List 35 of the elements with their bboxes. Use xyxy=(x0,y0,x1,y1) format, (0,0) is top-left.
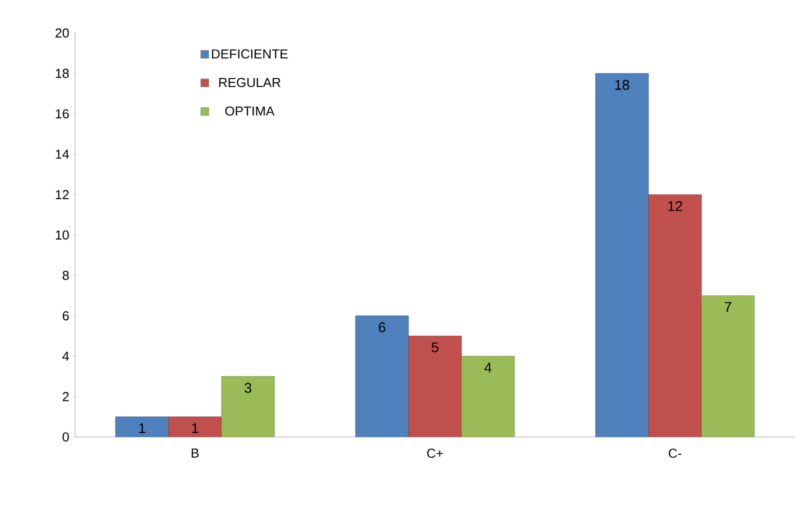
y-tick-label: 8 xyxy=(62,270,69,280)
legend-label: REGULAR xyxy=(219,78,280,88)
bar xyxy=(595,73,649,437)
bar xyxy=(461,356,515,437)
bar xyxy=(408,336,462,437)
y-tick-label: 20 xyxy=(56,28,69,38)
bar xyxy=(648,194,702,437)
data-label: 4 xyxy=(484,362,492,372)
bar xyxy=(355,316,409,437)
data-label: 1 xyxy=(192,423,198,433)
y-tick-label: 2 xyxy=(62,392,69,402)
x-tick-label: C+ xyxy=(427,448,443,458)
data-label: 3 xyxy=(244,382,252,393)
y-tick-label: 18 xyxy=(56,68,69,78)
bar xyxy=(221,376,275,437)
y-tick-label: 0 xyxy=(62,432,69,442)
y-tick-label: 16 xyxy=(56,109,69,118)
data-label: 5 xyxy=(432,342,438,352)
data-label: 12 xyxy=(668,201,682,211)
legend-label: DEFICIENTE xyxy=(212,49,288,59)
y-tick-label: 12 xyxy=(56,190,69,200)
y-tick-label: 6 xyxy=(62,311,69,320)
legend-label: OPTIMA xyxy=(225,106,275,116)
bar xyxy=(701,295,755,437)
y-tick-label: 14 xyxy=(56,150,69,159)
x-tick-label: C- xyxy=(668,448,682,458)
data-label: 7 xyxy=(724,302,732,312)
x-tick-label: B xyxy=(192,448,199,458)
data-label: 18 xyxy=(615,80,630,90)
bar xyxy=(115,416,169,437)
data-label: 1 xyxy=(139,423,146,433)
data-label: 6 xyxy=(378,322,386,332)
bar xyxy=(168,416,222,437)
y-tick-label: 4 xyxy=(62,352,69,361)
y-tick-label: 10 xyxy=(56,230,69,240)
